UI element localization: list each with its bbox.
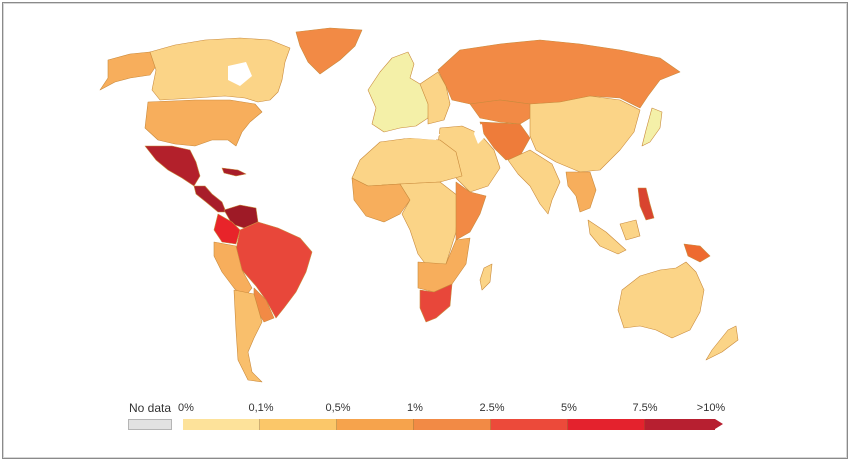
region-west-africa[interactable]	[351, 177, 411, 223]
region-colombia[interactable]	[213, 213, 241, 245]
region-india[interactable]	[507, 149, 561, 215]
region-greenland[interactable]	[295, 27, 363, 75]
region-canada[interactable]	[149, 37, 291, 103]
region-eastern-europe[interactable]	[419, 71, 451, 125]
region-new-zealand[interactable]	[705, 325, 739, 361]
region-brazil[interactable]	[235, 221, 313, 319]
caspian-sea	[474, 124, 484, 144]
region-central-america[interactable]	[193, 185, 227, 213]
region-china[interactable]	[529, 95, 641, 173]
region-mexico[interactable]	[144, 145, 201, 187]
region-indonesia[interactable]	[587, 219, 641, 255]
region-australia[interactable]	[617, 261, 705, 339]
region-south-africa[interactable]	[419, 283, 453, 323]
region-hudson-bay	[228, 62, 252, 86]
mediterranean-sea	[380, 130, 440, 140]
region-north-africa[interactable]	[351, 137, 463, 187]
region-madagascar[interactable]	[479, 263, 493, 291]
region-europe[interactable]	[367, 51, 431, 133]
region-philippines[interactable]	[637, 187, 655, 221]
region-caribbean[interactable]	[221, 167, 247, 177]
region-southeast-asia[interactable]	[565, 171, 597, 213]
region-southern-africa[interactable]	[417, 237, 471, 293]
region-alaska[interactable]	[99, 51, 161, 91]
region-japan[interactable]	[641, 107, 663, 147]
region-east-africa[interactable]	[455, 181, 487, 241]
region-usa[interactable]	[144, 99, 263, 147]
region-russia[interactable]	[437, 39, 681, 109]
region-png[interactable]	[683, 243, 711, 263]
region-southern-cone[interactable]	[233, 289, 263, 383]
